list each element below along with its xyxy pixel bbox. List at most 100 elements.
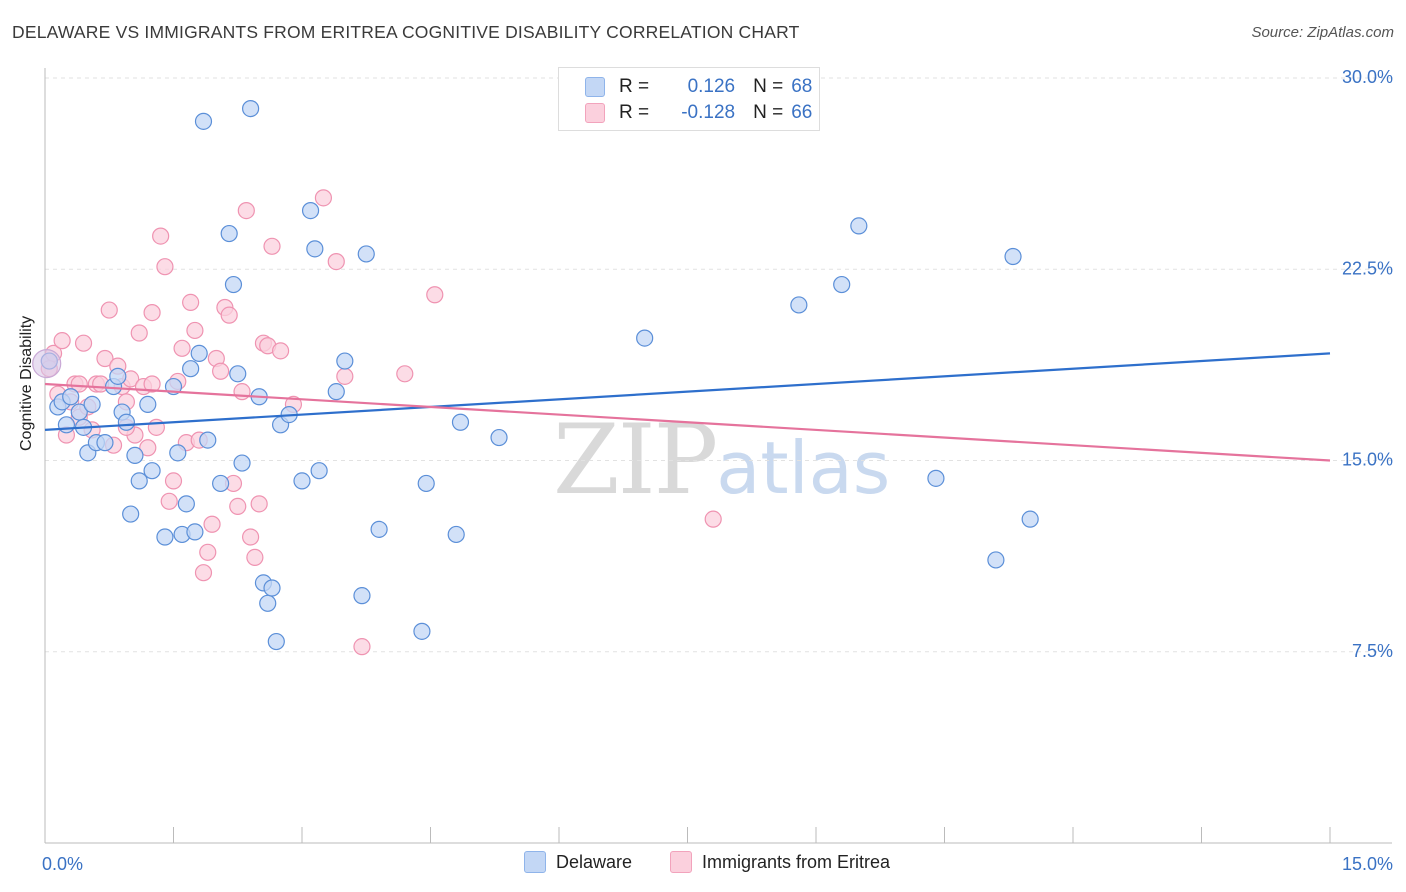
legend-label-eritrea: Immigrants from Eritrea xyxy=(702,851,891,872)
x-tick-label: 15.0% xyxy=(1342,854,1393,874)
delaware-point xyxy=(927,469,945,487)
legend-n-value-eritrea: 66 xyxy=(791,102,813,123)
delaware-point xyxy=(370,520,388,538)
eritrea-point xyxy=(396,365,414,383)
legend-r-value-delaware: 0.126 xyxy=(687,76,736,97)
delaware-point xyxy=(357,245,375,263)
series-legend: Delaware Immigrants from Eritrea xyxy=(0,851,1406,877)
delaware-point xyxy=(301,202,320,220)
delaware-point xyxy=(126,446,144,464)
delaware-point xyxy=(139,395,157,413)
delaware-point xyxy=(143,462,161,480)
delaware-point xyxy=(259,594,277,612)
eritrea-point xyxy=(250,495,268,513)
eritrea-point xyxy=(182,293,200,311)
delaware-point xyxy=(987,551,1005,569)
delaware-point xyxy=(267,632,285,651)
eritrea-point xyxy=(152,227,170,245)
delaware-point xyxy=(220,224,238,243)
y-tick-label: 15.0% xyxy=(1342,450,1393,470)
x-tick-label: 0.0% xyxy=(42,854,83,874)
eritrea-point xyxy=(139,439,157,457)
delaware-point xyxy=(130,472,148,490)
legend-row-eritrea: R = -0.128 N = 66 xyxy=(585,101,812,125)
delaware-point xyxy=(417,474,435,493)
eritrea-point xyxy=(336,367,354,385)
legend-swatch-eritrea xyxy=(670,851,692,873)
eritrea-point xyxy=(426,286,444,304)
eritrea-point xyxy=(263,237,281,255)
eritrea-point xyxy=(194,564,213,582)
delaware-point xyxy=(62,388,80,406)
source-label: Source: ZipAtlas.com xyxy=(1251,24,1394,41)
eritrea-point xyxy=(143,304,161,322)
eritrea-point xyxy=(160,492,178,510)
eritrea-point xyxy=(186,321,204,340)
delaware-point xyxy=(242,99,260,118)
eritrea-point xyxy=(704,510,722,528)
delaware-point xyxy=(263,579,281,597)
y-axis-label: Cognitive Disability xyxy=(18,315,35,451)
delaware-point xyxy=(96,434,114,452)
delaware-point xyxy=(833,275,851,294)
delaware-point xyxy=(336,352,354,370)
eritrea-trend-line xyxy=(44,382,1331,462)
eritrea-point xyxy=(314,189,333,207)
eritrea-point xyxy=(100,301,118,319)
legend-n-value-delaware: 68 xyxy=(791,76,813,97)
delaware-point xyxy=(224,275,243,294)
y-tick-label: 7.5% xyxy=(1352,641,1393,661)
legend-item-eritrea[interactable]: Immigrants from Eritrea xyxy=(670,851,890,873)
eritrea-point xyxy=(156,258,174,276)
delaware-point xyxy=(194,112,213,130)
eritrea-point xyxy=(237,202,255,220)
eritrea-point xyxy=(164,472,183,490)
eritrea-point xyxy=(74,334,93,352)
delaware-point xyxy=(293,472,311,490)
delaware-point xyxy=(109,367,127,385)
eritrea-point xyxy=(327,253,345,271)
eritrea-point xyxy=(70,375,88,393)
delaware-point xyxy=(122,505,140,523)
delaware-point xyxy=(169,444,187,462)
delaware-point xyxy=(117,413,135,431)
legend-row-delaware: R = 0.126 N = 68 xyxy=(585,75,812,99)
delaware-point xyxy=(327,383,345,401)
chart-title: DELAWARE VS IMMIGRANTS FROM ERITREA COGN… xyxy=(12,22,800,42)
delaware-point xyxy=(57,416,76,434)
eritrea-point xyxy=(173,339,191,357)
delaware-point xyxy=(186,523,204,541)
delaware-point xyxy=(199,431,217,449)
delaware-point xyxy=(212,474,230,493)
legend-r-value-eritrea: -0.128 xyxy=(681,102,736,123)
delaware-point xyxy=(310,462,328,480)
delaware-point xyxy=(182,360,200,378)
watermark-atlas: atlas xyxy=(716,426,891,510)
delaware-trend-line xyxy=(44,352,1331,431)
delaware-point xyxy=(306,240,324,258)
legend-swatch-delaware xyxy=(524,851,546,873)
delaware-point xyxy=(83,395,101,413)
overlap-point xyxy=(32,349,62,379)
eritrea-point xyxy=(271,342,290,360)
legend-item-delaware[interactable]: Delaware xyxy=(524,851,632,873)
eritrea-point xyxy=(246,548,264,567)
legend-label-delaware: Delaware xyxy=(556,851,633,872)
legend-swatch-delaware xyxy=(585,77,605,97)
legend-n-label: N = xyxy=(753,76,784,97)
delaware-point xyxy=(490,428,508,447)
delaware-point xyxy=(850,217,868,235)
legend-n-label: N = xyxy=(753,102,784,123)
delaware-point xyxy=(229,365,247,383)
eritrea-point xyxy=(233,383,251,401)
delaware-point xyxy=(1004,247,1022,266)
delaware-point xyxy=(636,329,654,347)
eritrea-point xyxy=(199,543,217,561)
y-tick-label: 30.0% xyxy=(1342,67,1393,87)
legend-r-label: R = xyxy=(619,76,650,97)
eritrea-point xyxy=(353,638,371,656)
eritrea-point xyxy=(147,418,165,436)
delaware-point xyxy=(233,454,251,472)
stats-legend: R = 0.126 N = 68 R = -0.128 N = 66 xyxy=(558,67,820,131)
